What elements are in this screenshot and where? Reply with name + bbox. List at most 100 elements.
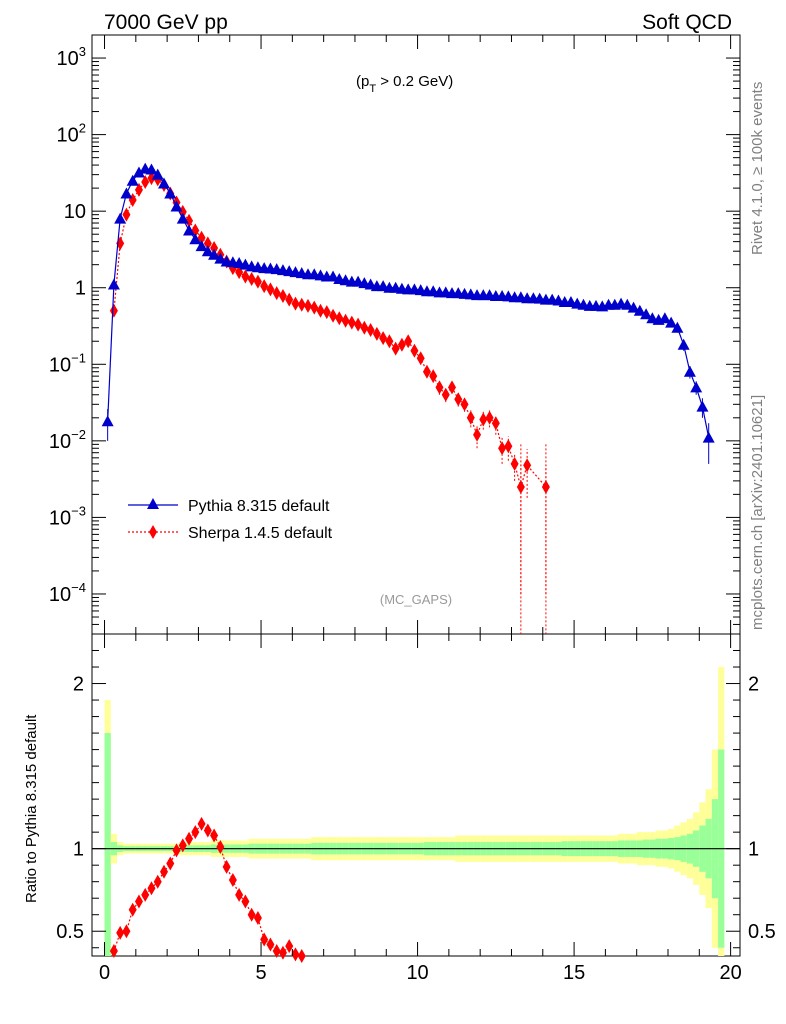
main-y-tick-label: 10−3 [49, 503, 86, 529]
ratio-point [185, 831, 194, 846]
sherpa-point [391, 341, 400, 356]
pythia-point [683, 365, 696, 377]
ratio-y-tick-label-right: 0.5 [748, 921, 776, 943]
ratio-point [235, 887, 244, 902]
sherpa-point [109, 303, 118, 318]
x-tick-label: 10 [406, 962, 428, 984]
ratio-point [216, 840, 225, 855]
sherpa-point [429, 369, 438, 384]
pt-cut-label-open: (p [356, 73, 369, 90]
ratio-point [122, 924, 131, 939]
pythia-point [627, 301, 640, 313]
sherpa-point [416, 351, 425, 366]
sherpa-point [122, 207, 131, 222]
x-tick-label: 20 [719, 962, 741, 984]
pythia-point [145, 163, 158, 175]
ratio-point [160, 864, 168, 879]
pythia-point [114, 212, 127, 224]
main-y-tick-exponent: −2 [71, 427, 86, 442]
pythia-point [208, 248, 221, 260]
ratio-point [253, 911, 262, 926]
main-y-tick-label: 10−1 [49, 350, 86, 376]
pythia-point [126, 174, 139, 186]
pythia-point [677, 338, 690, 350]
pythia-point [201, 245, 214, 257]
sherpa-point [523, 458, 532, 473]
pythia-point [702, 431, 715, 443]
ratio-y-tick-label: 0.5 [56, 921, 84, 943]
sherpa-point [285, 292, 294, 307]
ratio-point [222, 859, 231, 874]
ratio-point [272, 944, 281, 959]
main-y-tick-base: 10 [49, 507, 71, 529]
main-y-tick-base: 10 [49, 584, 71, 606]
sherpa-point [372, 326, 381, 341]
sherpa-point [253, 274, 262, 289]
main-y-tick-label: 10−2 [49, 427, 86, 453]
sherpa-point [203, 236, 212, 251]
pythia-point [151, 168, 164, 180]
sherpa-point [466, 410, 475, 425]
sherpa-point [441, 387, 450, 402]
legend: Pythia 8.315 default Sherpa 1.4.5 defaul… [128, 498, 333, 542]
sherpa-point [510, 456, 519, 471]
pt-cut-label-sub: T [369, 83, 376, 95]
sherpa-point [322, 305, 331, 320]
sherpa-point [310, 300, 319, 315]
sherpa-point [516, 479, 525, 494]
sherpa-point [360, 320, 369, 335]
pythia-point [621, 298, 634, 310]
main-y-tick-label: 102 [57, 121, 86, 147]
sherpa-point [316, 303, 325, 318]
sherpa-point [210, 241, 219, 256]
pythia-point [214, 252, 227, 264]
mcplots-side-label: mcplots.cern.ch [arXiv:2401.10621] [749, 395, 766, 630]
pythia-point [671, 321, 684, 333]
sherpa-point [341, 313, 350, 328]
sherpa-point [397, 337, 406, 352]
rivet-side-label: Rivet 4.1.0, ≥ 100k events [749, 82, 766, 255]
sherpa-point [354, 317, 363, 332]
main-y-tick-base: 10 [49, 431, 71, 453]
pythia-point [658, 312, 671, 324]
pythia-point [189, 233, 202, 245]
sherpa-series-line [113, 177, 547, 490]
pythia-point [327, 270, 340, 282]
ratio-y-tick-label-right: 2 [748, 674, 759, 696]
energy-title: 7000 GeV pp [104, 11, 228, 34]
legend-sherpa-marker [149, 525, 157, 539]
sherpa-point [473, 427, 482, 442]
main-y-tick-base: 10 [57, 125, 79, 147]
pythia-point [690, 381, 703, 393]
ratio-point [266, 937, 275, 952]
ratio-point [172, 843, 181, 858]
main-y-tick-exponent: −3 [71, 503, 86, 518]
sherpa-point [385, 334, 394, 349]
sherpa-point [278, 288, 287, 303]
ratio-point [153, 874, 162, 889]
sherpa-point [266, 282, 275, 297]
ratio-plot-area: 0.5 0.51 12 20 5 10 15 20 [56, 634, 776, 984]
uncertainty-band-inner [104, 733, 111, 956]
sherpa-point [485, 410, 494, 425]
ratio-point [147, 881, 156, 896]
sherpa-point [491, 416, 500, 431]
ratio-point [128, 902, 137, 917]
pythia-point [665, 316, 678, 328]
main-plot-frame [91, 34, 741, 635]
pythia-point [176, 212, 189, 224]
legend-pythia-marker [147, 498, 159, 509]
sherpa-point [260, 279, 269, 294]
pt-cut-label: (pT > 0.2 GeV) [356, 73, 453, 95]
ratio-y-tick-label: 1 [73, 839, 84, 861]
sherpa-point [329, 308, 338, 323]
main-y-tick-base: 10 [49, 354, 71, 376]
pythia-point [696, 400, 709, 412]
main-y-tick-exponent: −1 [71, 350, 86, 365]
sherpa-point [335, 311, 344, 326]
pythia-point [183, 224, 196, 236]
ratio-point [141, 887, 150, 902]
ratio-point [260, 932, 269, 947]
